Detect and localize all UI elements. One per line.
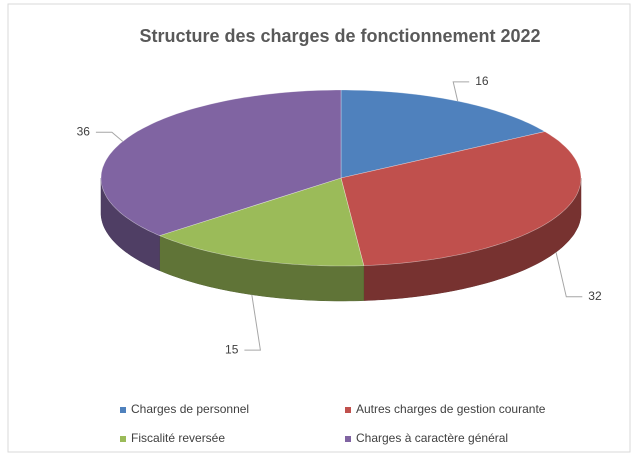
data-label: 16 <box>475 74 489 88</box>
data-label: 32 <box>588 289 602 303</box>
legend-label: Fiscalité reversée <box>131 431 225 445</box>
data-label: 36 <box>77 124 91 138</box>
leader-line <box>555 251 583 298</box>
legend-swatch <box>120 436 126 442</box>
legend-label: Autres charges de gestion courante <box>356 402 546 416</box>
chart-title: Structure des charges de fonctionnement … <box>139 26 540 46</box>
legend-swatch <box>120 407 126 413</box>
legend-swatch <box>345 436 351 442</box>
legend-label: Charges à caractère général <box>356 431 508 445</box>
leader-line <box>244 294 261 351</box>
legend-swatch <box>345 407 351 413</box>
data-label: 15 <box>225 342 239 356</box>
leader-line <box>95 131 124 142</box>
legend-label: Charges de personnel <box>131 402 249 416</box>
slice <box>340 131 582 266</box>
leader-line <box>452 81 470 102</box>
slice <box>100 89 342 236</box>
slice <box>158 177 365 267</box>
